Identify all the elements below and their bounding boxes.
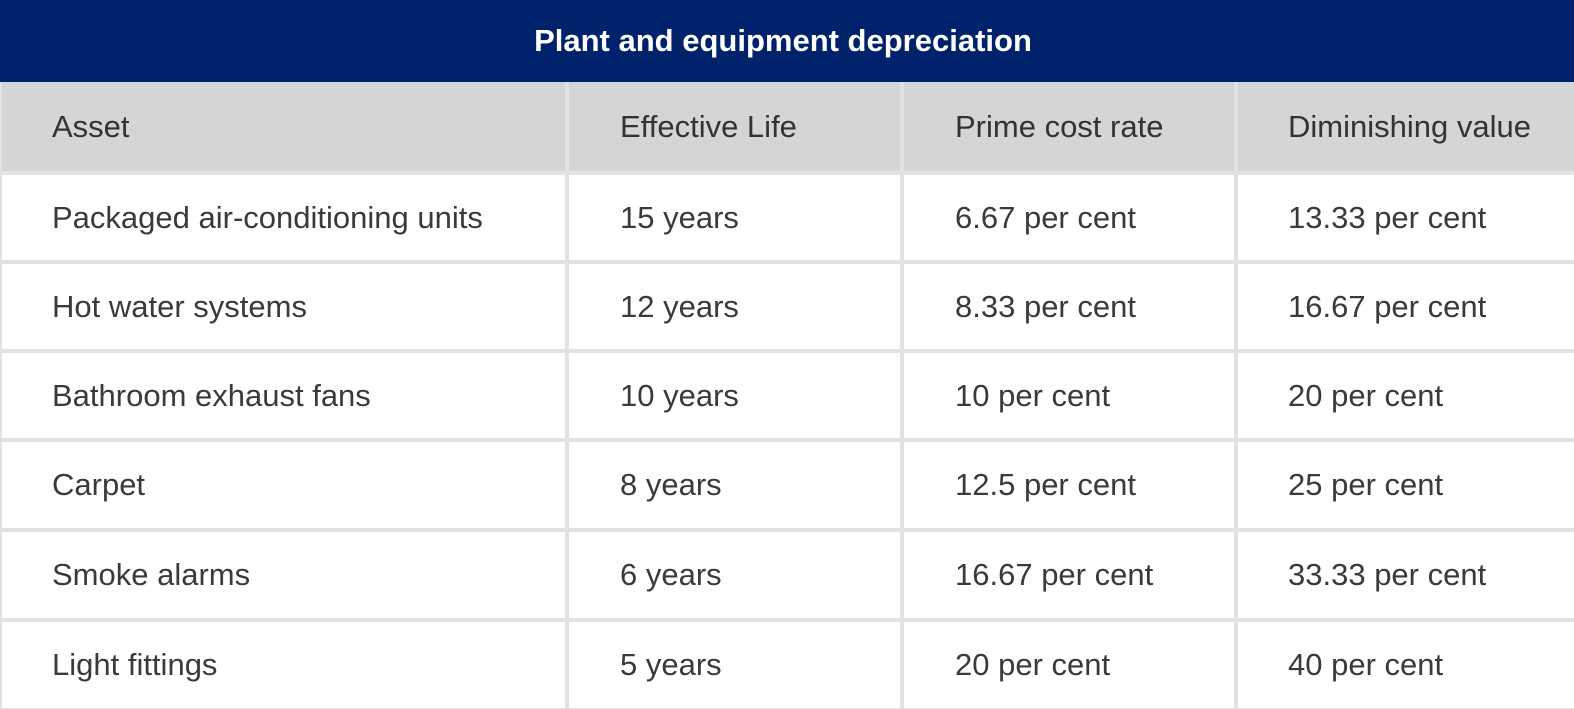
table-cell-asset: Carpet: [2, 442, 565, 528]
table-cell-prime-cost-rate: 10 per cent: [904, 353, 1234, 438]
table-cell-asset: Packaged air-conditioning units: [2, 175, 565, 260]
table-cell-diminishing-value: 16.67 per cent: [1238, 264, 1574, 349]
table-cell-prime-cost-rate: 8.33 per cent: [904, 264, 1234, 349]
table-cell-diminishing-value: 20 per cent: [1238, 353, 1574, 438]
table-cell-asset: Light fittings: [2, 622, 565, 708]
table-cell-diminishing-value: 13.33 per cent: [1238, 175, 1574, 260]
table-cell-effective-life: 6 years: [569, 532, 900, 618]
table-cell-asset: Hot water systems: [2, 264, 565, 349]
table-title: Plant and equipment depreciation: [0, 0, 1574, 82]
table-cell-asset: Smoke alarms: [2, 532, 565, 618]
column-header-diminishing-value: Diminishing value: [1238, 82, 1574, 171]
table-cell-diminishing-value: 33.33 per cent: [1238, 532, 1574, 618]
depreciation-table: Asset Effective Life Prime cost rate Dim…: [0, 82, 1574, 709]
table-cell-effective-life: 12 years: [569, 264, 900, 349]
table-cell-effective-life: 15 years: [569, 175, 900, 260]
table-cell-asset: Bathroom exhaust fans: [2, 353, 565, 438]
table-cell-diminishing-value: 40 per cent: [1238, 622, 1574, 708]
column-header-prime-cost-rate: Prime cost rate: [904, 82, 1234, 171]
table-cell-effective-life: 10 years: [569, 353, 900, 438]
table-cell-prime-cost-rate: 16.67 per cent: [904, 532, 1234, 618]
column-header-effective-life: Effective Life: [569, 82, 900, 171]
table-cell-prime-cost-rate: 12.5 per cent: [904, 442, 1234, 528]
table-cell-prime-cost-rate: 20 per cent: [904, 622, 1234, 708]
column-header-asset: Asset: [2, 82, 565, 171]
table-cell-effective-life: 8 years: [569, 442, 900, 528]
table-cell-effective-life: 5 years: [569, 622, 900, 708]
table-cell-diminishing-value: 25 per cent: [1238, 442, 1574, 528]
table-cell-prime-cost-rate: 6.67 per cent: [904, 175, 1234, 260]
